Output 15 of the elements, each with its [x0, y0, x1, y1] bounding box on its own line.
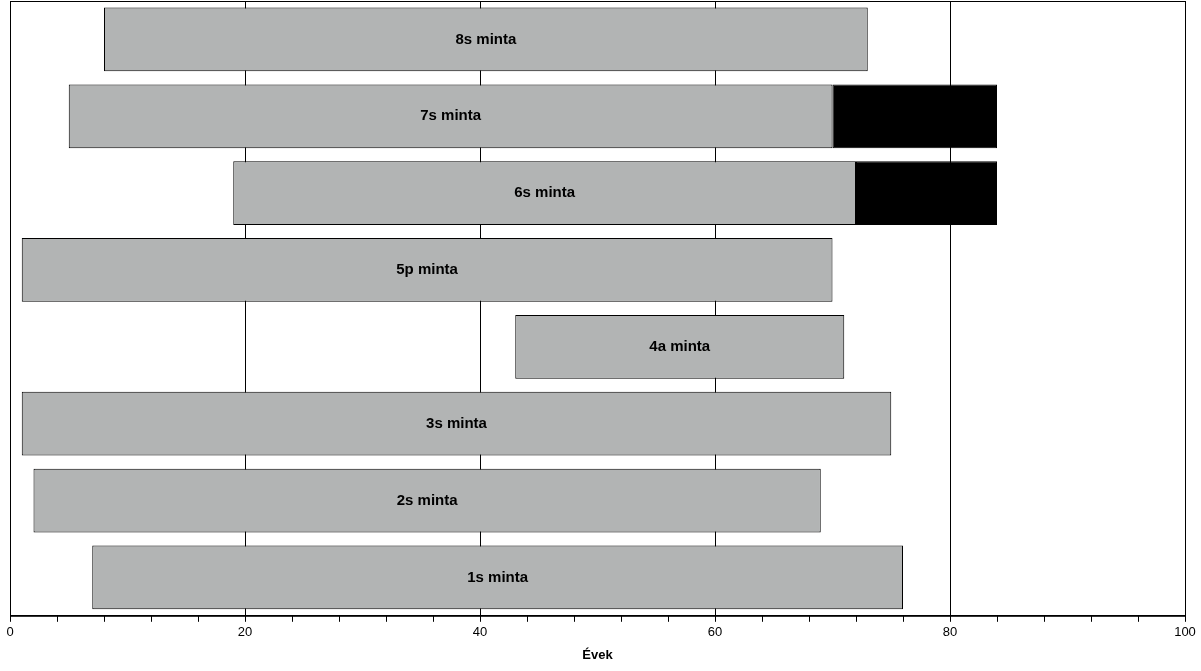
x-tick-label: 60: [707, 624, 723, 640]
y-tick-label: 7s minta: [420, 106, 482, 124]
x-tick-label: 40: [472, 624, 488, 640]
y-tick-label: 8s minta: [455, 29, 517, 47]
x-tick-label: 100: [1174, 624, 1196, 640]
x-tick-label: 20: [237, 624, 253, 640]
y-tick-label: 2s minta: [396, 490, 459, 508]
y-tick-label: 6s minta: [514, 183, 576, 201]
x-axis-title: Évek: [582, 646, 614, 662]
y-tick-label: 3s minta: [426, 413, 488, 431]
y-tick-label: 5p minta: [396, 260, 459, 278]
y-tick-label: 4a minta: [649, 336, 711, 354]
x-tick-label: 80: [942, 624, 958, 640]
x-tick-label: 0: [6, 624, 14, 640]
y-tick-label: 1s minta: [467, 567, 529, 585]
